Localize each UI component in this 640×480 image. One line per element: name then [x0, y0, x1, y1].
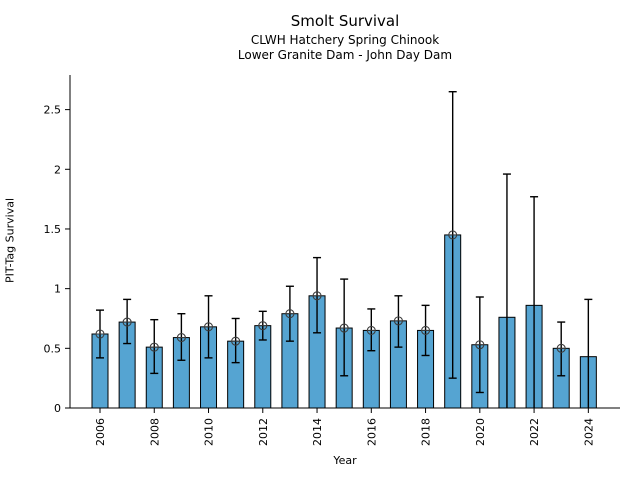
- x-tick-label: 2008: [148, 418, 161, 446]
- y-tick-label: 2.5: [44, 104, 62, 117]
- x-axis-label: Year: [333, 454, 357, 467]
- chart-subtitle-line1: CLWH Hatchery Spring Chinook: [250, 32, 440, 47]
- chart-subtitle-line2: Lower Granite Dam - John Day Dam: [237, 47, 453, 62]
- y-tick-label: 0: [54, 402, 61, 415]
- x-tick-label: 2024: [582, 418, 595, 446]
- x-tick-label: 2018: [420, 418, 433, 446]
- x-tick-label: 2022: [528, 418, 541, 446]
- y-tick-label: 1: [54, 283, 61, 296]
- y-tick-label: 0.5: [44, 342, 62, 355]
- x-tick-label: 2014: [311, 418, 324, 446]
- x-tick-label: 2012: [257, 418, 270, 446]
- chart-title: Smolt Survival: [290, 12, 400, 30]
- chart-title-block: Smolt Survival CLWH Hatchery Spring Chin…: [70, 12, 620, 63]
- y-tick-label: 2: [54, 163, 61, 176]
- x-tick-label: 2016: [365, 418, 378, 446]
- x-tick-label: 2006: [94, 418, 107, 446]
- x-tick-label: 2010: [203, 418, 216, 446]
- x-tick-label: 2020: [474, 418, 487, 446]
- y-tick-label: 1.5: [44, 223, 62, 236]
